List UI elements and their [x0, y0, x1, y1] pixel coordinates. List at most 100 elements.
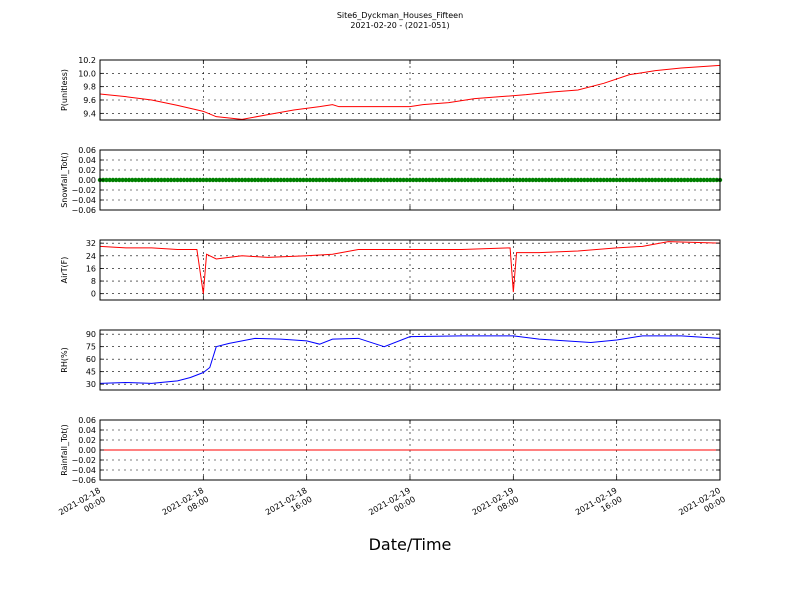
- panel-3: 32 24 16 8 0 AirT(F): [60, 239, 721, 301]
- data-point: [465, 177, 471, 183]
- data-point: [401, 177, 406, 183]
- data-point: [104, 177, 109, 183]
- data-point: [314, 177, 319, 183]
- data-point: [704, 177, 710, 183]
- data-point: [275, 177, 280, 183]
- data-point: [288, 177, 293, 183]
- data-point: [120, 177, 125, 183]
- data-point: [601, 177, 606, 183]
- y-tick-label: 10.2: [78, 56, 96, 65]
- data-point: [637, 177, 642, 183]
- data-point: [268, 177, 274, 183]
- data-point: [304, 177, 309, 183]
- chart-title: Site6_Dyckman_Houses_Fifteen: [336, 11, 464, 20]
- panel-2: 0.060.040.020.00−0.02−0.04−0.06Snowfall_…: [60, 146, 723, 215]
- data-point: [152, 177, 158, 183]
- data-point: [281, 177, 287, 183]
- data-point: [430, 177, 435, 183]
- data-point: [133, 177, 138, 183]
- y-tick-label: 60: [86, 355, 96, 364]
- data-point: [223, 177, 229, 183]
- data-point: [388, 177, 393, 183]
- data-point: [233, 177, 238, 183]
- series-line: [99, 335, 721, 384]
- y-tick-label: −0.06: [71, 476, 96, 485]
- data-point: [136, 177, 141, 183]
- data-point: [217, 177, 222, 183]
- data-point: [578, 177, 584, 183]
- data-point: [230, 177, 235, 183]
- data-point: [307, 177, 313, 183]
- data-point: [649, 177, 655, 183]
- data-point: [143, 177, 148, 183]
- x-tick-label: 2021-02-1816:00: [264, 486, 314, 526]
- data-point: [278, 177, 284, 183]
- data-point: [149, 177, 154, 183]
- y-tick-label: 90: [86, 330, 96, 339]
- y-tick-label: 45: [86, 368, 96, 377]
- data-point: [591, 177, 597, 183]
- y-axis-label: P(unitless): [60, 69, 69, 111]
- data-point: [272, 177, 277, 183]
- y-tick-label: 0.02: [78, 166, 96, 175]
- data-point: [372, 177, 377, 183]
- y-tick-label: −0.02: [71, 456, 96, 465]
- data-point: [604, 177, 610, 183]
- data-point: [214, 177, 219, 183]
- data-point: [701, 177, 707, 183]
- data-point: [349, 177, 355, 183]
- data-point: [262, 177, 267, 183]
- data-point: [291, 177, 296, 183]
- data-point: [343, 177, 348, 183]
- data-point: [197, 177, 203, 183]
- data-point: [440, 177, 445, 183]
- data-point: [669, 177, 674, 183]
- data-point: [175, 177, 180, 183]
- data-point: [656, 177, 661, 183]
- data-point: [126, 177, 132, 183]
- data-point: [530, 177, 535, 183]
- data-point: [155, 177, 161, 183]
- data-point: [533, 177, 539, 183]
- data-point: [666, 177, 671, 183]
- data-point: [243, 177, 248, 183]
- data-point: [585, 177, 590, 183]
- data-point: [527, 177, 532, 183]
- data-point: [381, 177, 387, 183]
- data-point: [708, 177, 713, 183]
- data-point: [556, 177, 561, 183]
- data-point: [504, 177, 510, 183]
- data-point: [365, 177, 371, 183]
- data-point: [485, 177, 490, 183]
- data-point: [249, 177, 254, 183]
- y-tick-label: 0.06: [78, 146, 96, 155]
- data-point: [146, 177, 151, 183]
- data-point: [456, 177, 461, 183]
- data-point: [207, 177, 212, 183]
- data-point: [514, 177, 519, 183]
- data-point: [569, 177, 574, 183]
- data-point: [517, 177, 522, 183]
- data-point: [598, 177, 603, 183]
- data-point: [608, 177, 613, 183]
- data-point: [549, 177, 555, 183]
- data-point: [159, 177, 164, 183]
- series-line: [99, 64, 721, 120]
- data-point: [165, 177, 171, 183]
- data-point: [194, 177, 200, 183]
- data-point: [682, 177, 687, 183]
- data-point: [201, 177, 206, 183]
- data-point: [630, 177, 636, 183]
- data-point: [443, 177, 448, 183]
- data-point: [562, 177, 568, 183]
- y-axis-label: Snowfall_Tot(): [60, 152, 69, 208]
- chart-subtitle: 2021-02-20 - (2021-051): [350, 21, 450, 30]
- data-point: [472, 177, 477, 183]
- y-tick-label: −0.04: [71, 196, 96, 205]
- data-point: [404, 177, 409, 183]
- data-point: [317, 177, 322, 183]
- data-point: [123, 177, 129, 183]
- x-tick-label: 2021-02-1900:00: [367, 486, 417, 526]
- data-point: [546, 177, 552, 183]
- data-point: [378, 177, 384, 183]
